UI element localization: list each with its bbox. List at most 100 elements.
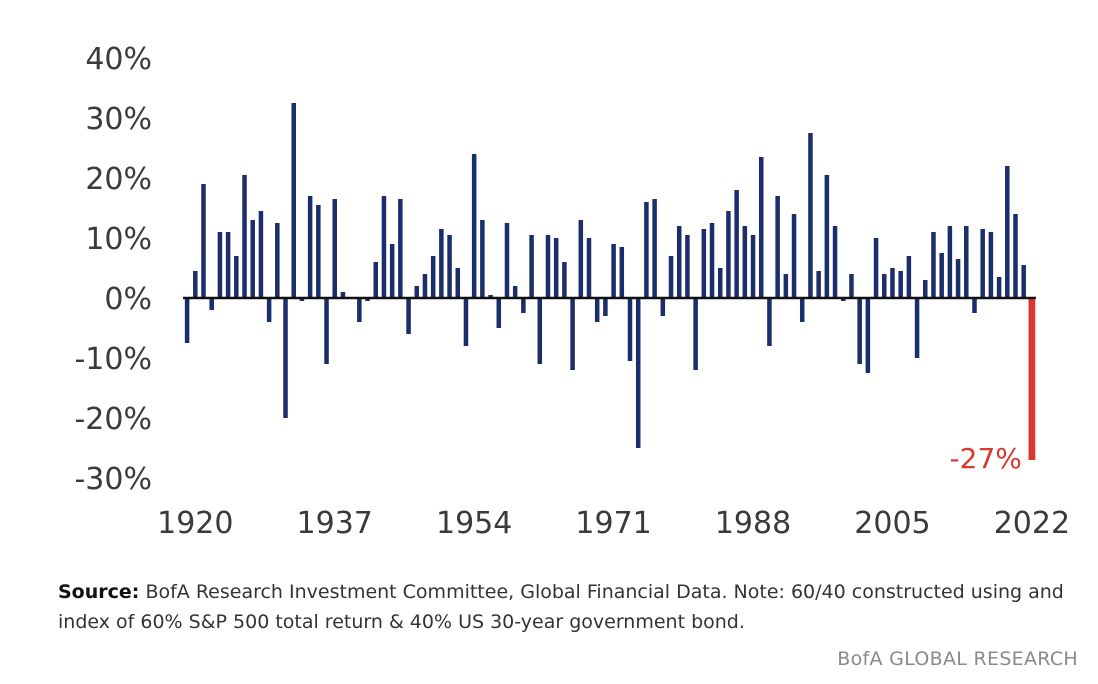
bar bbox=[242, 175, 247, 298]
bar bbox=[357, 298, 362, 322]
bar bbox=[660, 298, 666, 316]
x-tick-label: 2005 bbox=[854, 506, 930, 541]
bar bbox=[988, 232, 994, 298]
bar bbox=[381, 196, 387, 298]
bar bbox=[939, 253, 944, 298]
bar bbox=[980, 229, 985, 298]
bar bbox=[726, 211, 731, 298]
bar bbox=[406, 298, 411, 334]
y-tick-label: -10% bbox=[74, 342, 152, 377]
bar bbox=[283, 298, 288, 418]
bar bbox=[898, 271, 903, 298]
bar bbox=[447, 235, 452, 298]
bar bbox=[570, 298, 575, 370]
y-tick-label: -20% bbox=[74, 402, 152, 437]
bar bbox=[398, 199, 403, 298]
bar bbox=[709, 223, 715, 298]
bar bbox=[1005, 166, 1010, 298]
bar bbox=[586, 238, 592, 298]
x-tick-label: 1937 bbox=[297, 506, 373, 541]
bar bbox=[603, 298, 608, 316]
bar bbox=[923, 280, 928, 298]
bar bbox=[275, 223, 280, 298]
bar bbox=[644, 202, 649, 298]
bar bbox=[824, 175, 830, 298]
bar bbox=[799, 298, 805, 322]
bar bbox=[316, 205, 321, 298]
bar bbox=[258, 211, 264, 298]
bar bbox=[1013, 214, 1018, 298]
bar bbox=[414, 286, 420, 298]
bar bbox=[201, 184, 206, 298]
bar bbox=[783, 274, 789, 298]
bar bbox=[463, 298, 469, 346]
bar bbox=[209, 298, 214, 310]
bar bbox=[693, 298, 698, 370]
bar bbox=[906, 256, 912, 298]
bar bbox=[849, 274, 854, 298]
bar bbox=[422, 274, 428, 298]
bar bbox=[947, 226, 953, 298]
bar bbox=[250, 220, 255, 298]
callout-label: -27% bbox=[950, 442, 1022, 475]
y-tick-label: 20% bbox=[85, 162, 152, 197]
bar bbox=[758, 157, 764, 298]
y-tick-label: -30% bbox=[74, 462, 152, 497]
bar bbox=[545, 235, 551, 298]
bar bbox=[996, 277, 1002, 298]
bar bbox=[914, 298, 920, 358]
bar bbox=[652, 199, 657, 298]
bar bbox=[553, 238, 559, 298]
bar bbox=[389, 244, 395, 298]
bar bbox=[225, 232, 231, 298]
bar bbox=[521, 298, 526, 313]
bar bbox=[430, 256, 436, 298]
x-tick-label: 1954 bbox=[436, 506, 512, 541]
bar bbox=[668, 256, 674, 298]
bar bbox=[955, 259, 961, 298]
bar bbox=[332, 199, 337, 298]
bar bbox=[750, 235, 756, 298]
bar bbox=[865, 298, 871, 373]
bar bbox=[882, 274, 887, 298]
x-tick-label: 1988 bbox=[715, 506, 791, 541]
bar bbox=[184, 298, 190, 343]
bar bbox=[373, 262, 379, 298]
bar bbox=[808, 133, 813, 298]
bar bbox=[791, 214, 797, 298]
bar bbox=[512, 286, 518, 298]
bar bbox=[307, 196, 313, 298]
source-text: BofA Research Investment Committee, Glob… bbox=[58, 581, 1064, 633]
bar bbox=[717, 268, 723, 298]
bar bbox=[734, 190, 739, 298]
y-axis-ticks: 40% 30% 20% 10% 0% -10% -20% -30% bbox=[74, 42, 152, 497]
x-tick-label: 1971 bbox=[575, 506, 651, 541]
source-note: Source: BofA Research Investment Committ… bbox=[58, 577, 1068, 637]
bar bbox=[931, 232, 936, 298]
bar bbox=[340, 292, 346, 298]
y-tick-label: 10% bbox=[85, 222, 152, 257]
bar bbox=[488, 295, 493, 298]
bar bbox=[1021, 265, 1026, 298]
bar bbox=[324, 298, 329, 364]
bar bbox=[767, 298, 772, 346]
bar bbox=[266, 298, 272, 322]
bar bbox=[619, 247, 625, 298]
bar bbox=[611, 244, 616, 298]
bar bbox=[594, 298, 600, 322]
bar bbox=[217, 232, 223, 298]
bar bbox=[890, 268, 895, 298]
bar bbox=[964, 226, 969, 298]
bar bbox=[635, 298, 641, 448]
bar bbox=[857, 298, 862, 364]
bar bbox=[972, 298, 977, 313]
bar bbox=[439, 229, 444, 298]
bar bbox=[455, 268, 461, 298]
bar bbox=[562, 262, 567, 298]
bar bbox=[627, 298, 633, 361]
bar bbox=[816, 271, 821, 298]
chart: 40%30%20%10%0%-10%-20%-30% 1920 1937 1954 1… bbox=[74, 42, 1070, 541]
bar bbox=[676, 226, 682, 298]
bars bbox=[184, 103, 1036, 460]
bar bbox=[775, 196, 780, 298]
